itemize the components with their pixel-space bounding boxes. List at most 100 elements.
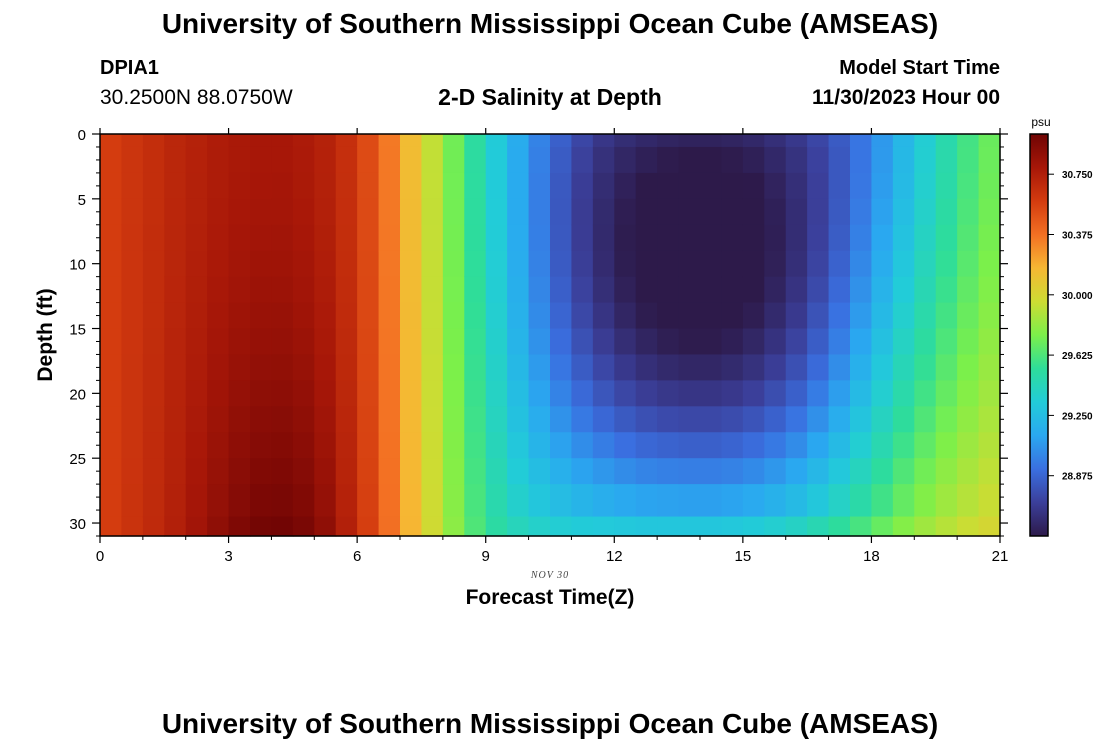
heatmap-cell — [871, 134, 894, 148]
heatmap-cell — [614, 354, 637, 381]
heatmap-cell — [978, 276, 1001, 304]
heatmap-cell — [400, 172, 423, 200]
heatmap-cell — [421, 380, 444, 407]
heatmap-cell — [764, 432, 787, 459]
heatmap-cell — [571, 432, 594, 459]
heatmap-cell — [635, 146, 658, 174]
heatmap-cell — [614, 198, 637, 226]
heatmap-cell — [828, 354, 851, 381]
heatmap-cell — [142, 458, 165, 485]
heatmap-cell — [271, 134, 294, 148]
heatmap-cell — [507, 406, 530, 433]
x-tick-label: 6 — [353, 548, 361, 565]
heatmap-cell — [207, 432, 230, 459]
heatmap-cell — [721, 328, 744, 356]
heatmap-cell — [100, 198, 123, 226]
heatmap-cell — [185, 224, 208, 252]
heatmap-cell — [421, 432, 444, 459]
heatmap-cell — [228, 276, 251, 304]
heatmap-cell — [828, 134, 851, 148]
heatmap-cell — [100, 276, 123, 304]
heatmap-cell — [100, 484, 123, 518]
heatmap-cell — [528, 516, 551, 537]
heatmap-cell — [185, 172, 208, 200]
heatmap-cell — [142, 276, 165, 304]
heatmap-cell — [185, 458, 208, 485]
heatmap-cell — [871, 302, 894, 330]
heatmap-cell — [271, 146, 294, 174]
heatmap-cell — [785, 354, 808, 381]
heatmap-cell — [785, 302, 808, 330]
heatmap-cell — [614, 328, 637, 356]
y-tick-label: 0 — [78, 127, 86, 144]
heatmap-cell — [592, 328, 615, 356]
heatmap-cell — [935, 224, 958, 252]
heatmap-cell — [635, 328, 658, 356]
heatmap-cell — [957, 198, 980, 226]
heatmap-cell — [785, 432, 808, 459]
heatmap-cell — [828, 276, 851, 304]
heatmap-cell — [528, 432, 551, 459]
heatmap-cell — [121, 354, 144, 381]
heatmap-cell — [892, 172, 915, 200]
heatmap-cell — [785, 224, 808, 252]
heatmap-cell — [292, 406, 315, 433]
heatmap-cell — [528, 198, 551, 226]
heatmap-cell — [892, 276, 915, 304]
heatmap-cell — [271, 328, 294, 356]
heatmap-cell — [228, 432, 251, 459]
heatmap-cell — [142, 328, 165, 356]
heatmap-cell — [121, 484, 144, 518]
heatmap-cell — [764, 484, 787, 518]
heatmap-cell — [764, 198, 787, 226]
heatmap-cell — [550, 432, 573, 459]
heatmap-cell — [464, 484, 487, 518]
heatmap-cell — [700, 516, 723, 537]
heatmap-cell — [592, 276, 615, 304]
heatmap-cell — [978, 458, 1001, 485]
heatmap-cell — [764, 458, 787, 485]
heatmap-cell — [485, 146, 508, 174]
heatmap-cell — [871, 172, 894, 200]
heatmap-cell — [228, 224, 251, 252]
heatmap-cell — [785, 380, 808, 407]
heatmap-cell — [828, 302, 851, 330]
heatmap-cell — [914, 328, 937, 356]
heatmap-cell — [271, 302, 294, 330]
heatmap-cell — [571, 328, 594, 356]
heatmap-cell — [742, 328, 765, 356]
heatmap-cell — [571, 484, 594, 518]
heatmap-cell — [914, 146, 937, 174]
heatmap-cell — [807, 250, 830, 278]
heatmap-cell — [700, 250, 723, 278]
heatmap-cell — [828, 250, 851, 278]
heatmap-cell — [850, 302, 873, 330]
heatmap-cell — [850, 224, 873, 252]
heatmap-cell — [892, 458, 915, 485]
heatmap-cell — [185, 354, 208, 381]
heatmap-cell — [871, 484, 894, 518]
heatmap-cell — [335, 302, 358, 330]
heatmap-cell — [978, 484, 1001, 518]
heatmap-cell — [100, 406, 123, 433]
heatmap-cell — [957, 172, 980, 200]
heatmap-cell — [614, 380, 637, 407]
heatmap-cell — [528, 134, 551, 148]
heatmap-cell — [935, 354, 958, 381]
heatmap-cell — [164, 146, 187, 174]
heatmap-cell — [271, 406, 294, 433]
heatmap-cell — [250, 516, 273, 537]
heatmap-cell — [485, 406, 508, 433]
heatmap-cell — [314, 328, 337, 356]
heatmap-cell — [421, 328, 444, 356]
heatmap-cell — [871, 458, 894, 485]
heatmap-cell — [978, 146, 1001, 174]
heatmap-cell — [292, 134, 315, 148]
heatmap-cell — [507, 172, 530, 200]
heatmap-cell — [400, 432, 423, 459]
heatmap-cell — [164, 354, 187, 381]
heatmap-cell — [528, 380, 551, 407]
y-tick-label: 30 — [69, 516, 86, 533]
heatmap-cell — [292, 198, 315, 226]
heatmap-cell — [442, 302, 465, 330]
